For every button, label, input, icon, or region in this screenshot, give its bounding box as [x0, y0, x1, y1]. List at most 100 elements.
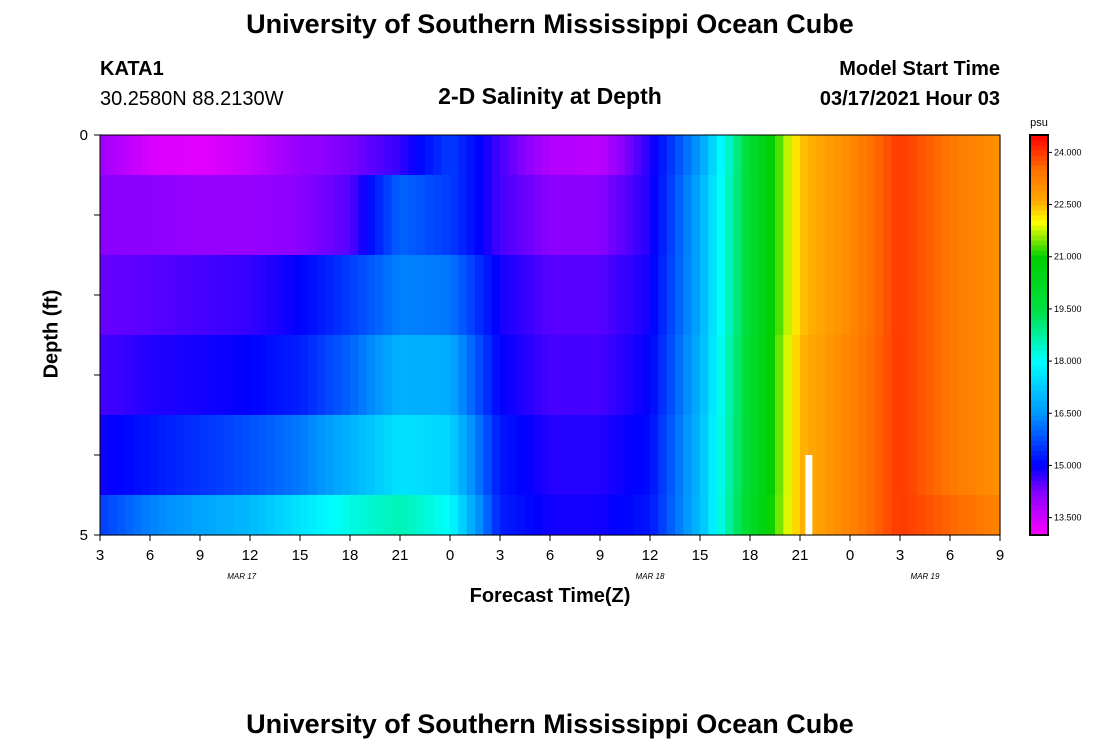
colorbar-swatch [1030, 285, 1048, 291]
heatmap-cell [900, 335, 909, 416]
heatmap-cell [275, 495, 284, 536]
heatmap-cell [258, 415, 268, 496]
heatmap-cell [383, 255, 393, 336]
heatmap-cell [216, 135, 226, 176]
heatmap-cell [216, 175, 226, 256]
heatmap-cell [291, 175, 301, 256]
heatmap-cell [933, 415, 943, 496]
heatmap-cell [975, 255, 984, 336]
heatmap-cell [125, 255, 134, 336]
heatmap-cell [475, 335, 484, 416]
colorbar-swatch [1030, 325, 1048, 331]
heatmap-cell [550, 415, 559, 496]
colorbar-swatch [1030, 370, 1048, 376]
heatmap-cell [616, 335, 626, 416]
heatmap-cell [333, 415, 343, 496]
heatmap-cell [983, 175, 993, 256]
heatmap-cell [450, 175, 459, 256]
heatmap-cell [816, 255, 826, 336]
heatmap-cell [658, 335, 668, 416]
heatmap-cell [608, 175, 618, 256]
heatmap-cell [183, 495, 193, 536]
heatmap-cell [875, 255, 884, 336]
heatmap-cell [666, 135, 676, 176]
heatmap-cell [800, 175, 809, 256]
heatmap-cell [991, 175, 1001, 256]
heatmap-cell [933, 335, 943, 416]
heatmap-cell [750, 255, 759, 336]
heatmap-cell [133, 135, 143, 176]
colorbar-swatch [1030, 490, 1048, 496]
heatmap-cell [925, 415, 934, 496]
heatmap-cell [983, 415, 993, 496]
heatmap-cell [308, 135, 318, 176]
heatmap-cell [716, 415, 726, 496]
heatmap-cell [333, 255, 343, 336]
heatmap-cell [616, 175, 626, 256]
heatmap-cell [675, 415, 684, 496]
heatmap-cell [166, 175, 176, 256]
heatmap-cell [666, 415, 676, 496]
x-tick-label: 0 [846, 547, 854, 564]
heatmap-cell [516, 495, 526, 536]
heatmap-cell [675, 135, 684, 176]
heatmap-cell [825, 255, 834, 336]
heatmap-cell [600, 495, 609, 536]
heatmap-cell [650, 415, 659, 496]
heatmap-cell [175, 175, 184, 256]
heatmap-cell [941, 415, 951, 496]
heatmap-cell [391, 255, 401, 336]
heatmap-cell [883, 415, 893, 496]
heatmap-cell [650, 495, 659, 536]
heatmap-cell [816, 135, 826, 176]
heatmap-cell [425, 135, 434, 176]
colorbar-swatch [1030, 340, 1048, 346]
heatmap-cell [316, 495, 326, 536]
heatmap-cell [200, 335, 209, 416]
colorbar-swatch [1030, 410, 1048, 416]
heatmap-cell [983, 255, 993, 336]
heatmap-cell [233, 255, 243, 336]
heatmap-cell [333, 335, 343, 416]
heatmap-cell [633, 175, 643, 256]
heatmap-cell [600, 175, 609, 256]
heatmap-cell [766, 135, 776, 176]
missing-data-marker [805, 455, 813, 535]
heatmap-cell [266, 415, 276, 496]
heatmap-cell [175, 255, 184, 336]
x-tick-label: 12 [242, 547, 259, 564]
heatmap-cell [533, 415, 543, 496]
heatmap-cell [525, 495, 534, 536]
heatmap-cell [350, 175, 359, 256]
heatmap-cell [658, 495, 668, 536]
heatmap-cell [216, 255, 226, 336]
heatmap-cell [850, 135, 859, 176]
heatmap-cell [550, 135, 559, 176]
y-tick-label: 0 [80, 127, 88, 144]
heatmap-cell [100, 135, 109, 176]
heatmap-cell [516, 415, 526, 496]
heatmap-cell [575, 175, 584, 256]
heatmap-cell [816, 415, 826, 496]
heatmap-cell [750, 415, 759, 496]
heatmap-cell [475, 175, 484, 256]
heatmap-cell [275, 335, 284, 416]
heatmap-cell [600, 135, 609, 176]
heatmap-cell [291, 495, 301, 536]
heatmap-cell [483, 135, 493, 176]
heatmap-cell [641, 495, 651, 536]
heatmap-cell [208, 255, 218, 336]
heatmap-cell [758, 335, 768, 416]
heatmap-cell [133, 415, 143, 496]
heatmap-cell [175, 335, 184, 416]
heatmap-cell [266, 135, 276, 176]
heatmap-cell [916, 175, 926, 256]
heatmap-cell [550, 175, 559, 256]
heatmap-cell [991, 135, 1001, 176]
x-tick-label: 9 [996, 547, 1004, 564]
heatmap-cell [241, 135, 251, 176]
heatmap-cell [600, 255, 609, 336]
heatmap-cell [141, 335, 151, 416]
heatmap-cell [866, 135, 876, 176]
